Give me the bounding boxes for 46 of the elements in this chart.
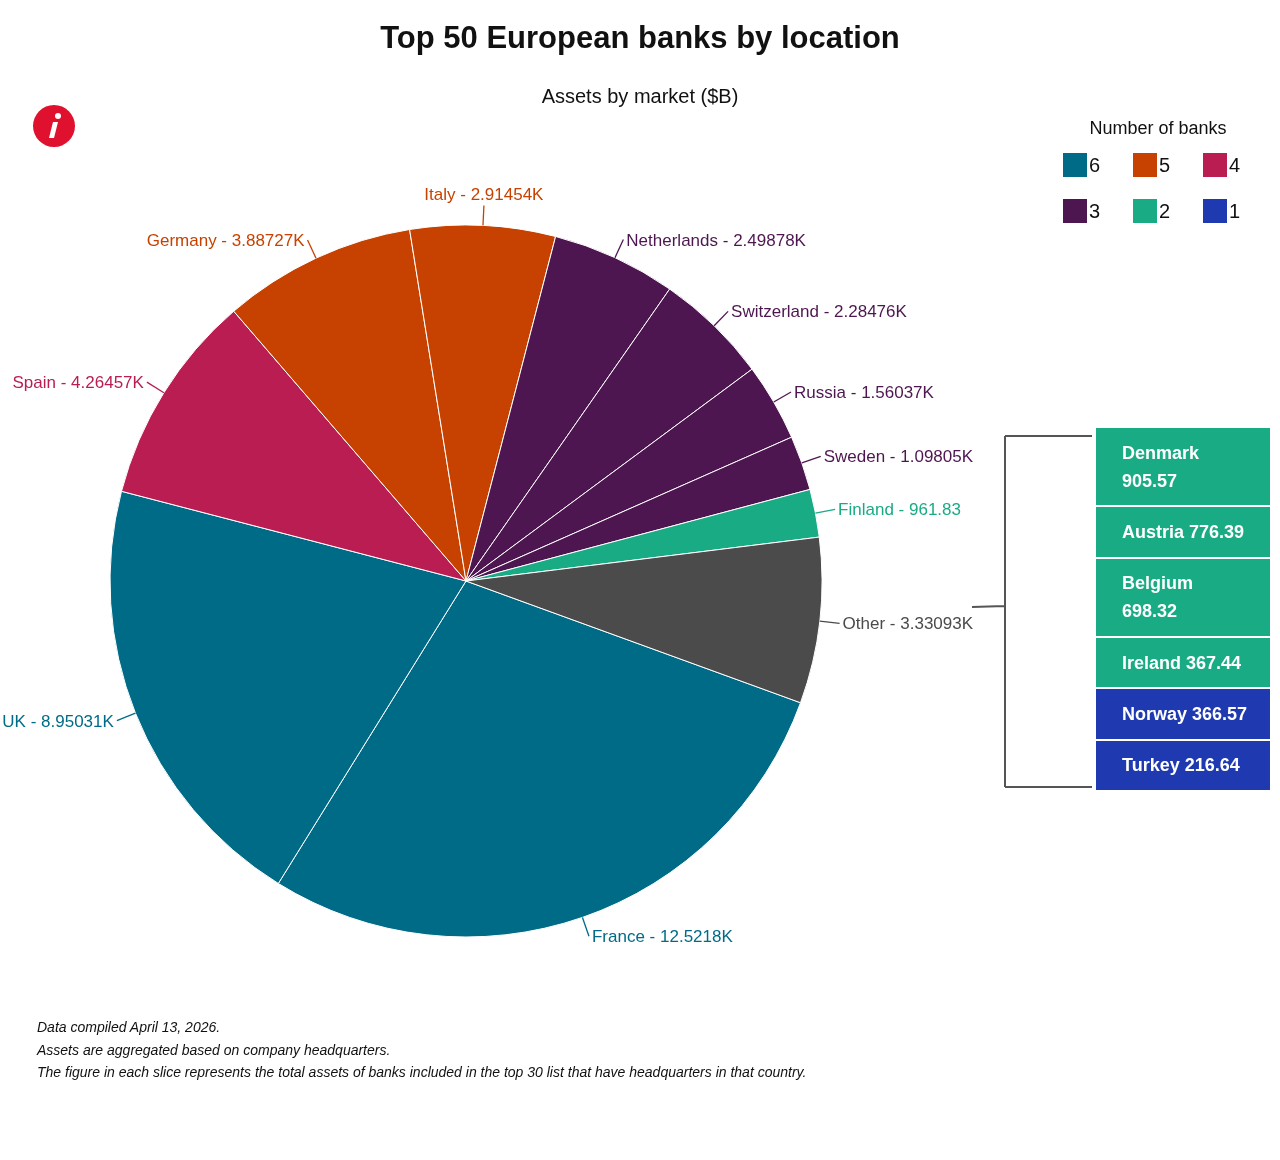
- category-label: Denmark: [1122, 442, 1200, 463]
- text: Assets are aggregated based on company headquarters.: [37, 1041, 391, 1058]
- data-label: 3.33093K: [900, 613, 974, 633]
- data-label: 12.5218K: [660, 926, 734, 946]
- text: Data compiled April 13, 2026.: [37, 1019, 221, 1035]
- slice-label: Netherlands -: [626, 230, 729, 250]
- category-label: Norway: [1122, 703, 1188, 724]
- category-label: Ireland: [1122, 652, 1182, 673]
- data-label: 776.39: [1189, 521, 1245, 542]
- category-label: Austria: [1122, 521, 1185, 542]
- data-label: 698.32: [1122, 601, 1178, 622]
- data-label: 2.91454K: [470, 185, 545, 205]
- category-label: 5: [1159, 153, 1171, 177]
- category-label: 1: [1229, 199, 1241, 223]
- category-label: Turkey: [1122, 755, 1180, 776]
- data-label: 905.57: [1122, 470, 1178, 491]
- category-label: 2: [1159, 199, 1171, 223]
- data-label: 216.64: [1184, 755, 1240, 776]
- data-label: 3.88727K: [231, 230, 306, 250]
- data-label: 8.95031K: [41, 711, 115, 731]
- category-label: 4: [1229, 153, 1241, 177]
- slice-label: Germany -: [146, 230, 228, 250]
- data-label: 1.09805K: [900, 446, 974, 466]
- text: The figure in each slice represents the total assets of banks included in the top 30 list that have headquarters in that country.: [37, 1064, 807, 1080]
- slice-label: Russia -: [794, 382, 857, 402]
- data-label: 1.56037K: [861, 382, 935, 402]
- chart-subtitle: Assets by market ($B): [541, 85, 739, 107]
- slice-label: UK -: [2, 711, 37, 731]
- category-label: 3: [1089, 199, 1101, 223]
- slice-label: France -: [591, 926, 656, 946]
- legend-title: Number of banks: [1089, 118, 1227, 138]
- slice-label: Finland -: [838, 499, 905, 519]
- category-label: Belgium: [1122, 573, 1194, 594]
- data-label: 2.28476K: [834, 301, 908, 321]
- slice-label: Switzerland -: [731, 301, 830, 321]
- slice-label: Italy -: [424, 185, 466, 205]
- slice-label: Other -: [842, 613, 896, 633]
- data-label: 366.57: [1192, 703, 1248, 724]
- category-label: 6: [1089, 153, 1101, 177]
- data-label: 961.83: [908, 499, 961, 519]
- slice-label: Spain -: [12, 372, 67, 392]
- slice-label: Sweden -: [823, 446, 896, 466]
- data-label: 4.26457K: [71, 372, 145, 392]
- chart-title: Top 50 European banks by location: [380, 20, 900, 55]
- data-label: 367.44: [1186, 652, 1242, 673]
- data-label: 2.49878K: [733, 230, 807, 250]
